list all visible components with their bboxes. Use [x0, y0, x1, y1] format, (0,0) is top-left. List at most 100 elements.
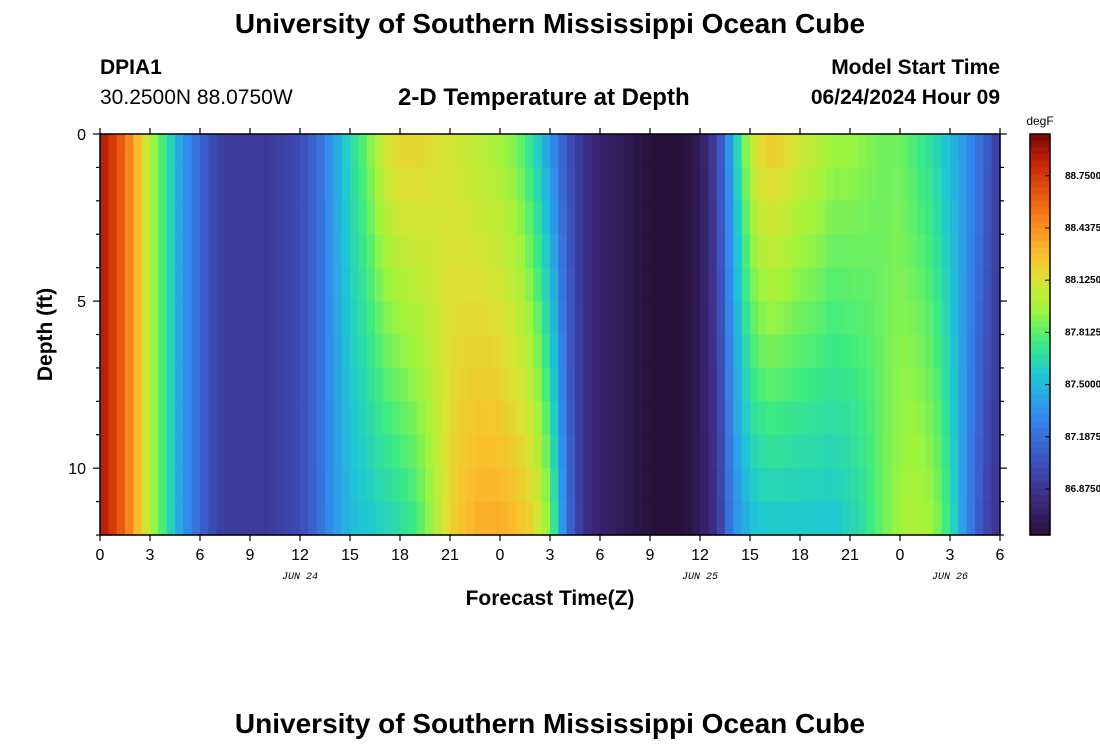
heatmap-cell [866, 367, 876, 402]
heatmap-cell [175, 234, 184, 269]
heatmap-cell [233, 334, 243, 369]
heatmap-cell [100, 501, 109, 536]
heatmap-cell [225, 200, 234, 235]
heatmap-cell [341, 401, 351, 436]
heatmap-cell [633, 267, 643, 302]
heatmap-cell [925, 501, 934, 536]
heatmap-cell [425, 267, 434, 302]
heatmap-cell [408, 200, 418, 235]
colorbar-unit: degF [1026, 114, 1053, 128]
colorbar-segment [1030, 434, 1050, 443]
heatmap-cell [616, 334, 626, 369]
heatmap-cell [383, 367, 393, 402]
heatmap-cell [241, 301, 251, 336]
heatmap-cell [550, 434, 559, 469]
heatmap-cell [158, 468, 168, 503]
heatmap-cell [425, 367, 434, 402]
heatmap-cell [750, 134, 759, 169]
heatmap-cell [133, 401, 143, 436]
heatmap-cell [833, 200, 843, 235]
heatmap-cell [858, 267, 868, 302]
heatmap-cell [883, 301, 893, 336]
heatmap-cell [916, 401, 926, 436]
heatmap-cell [108, 468, 118, 503]
x-tick-label: 9 [246, 547, 255, 564]
heatmap-cell [391, 267, 401, 302]
heatmap-cell [508, 234, 518, 269]
heatmap-cell [708, 200, 718, 235]
heatmap-cell [766, 134, 776, 169]
heatmap-cell [641, 200, 651, 235]
heatmap-cell [825, 200, 834, 235]
colorbar-segment [1030, 521, 1050, 529]
heatmap-cell [766, 301, 776, 336]
heatmap-cell [708, 134, 718, 169]
heatmap-cell [466, 334, 476, 369]
heatmap-cell [941, 267, 951, 302]
heatmap-cell [466, 301, 476, 336]
heatmap-cell [466, 234, 476, 269]
heatmap-cell [758, 401, 768, 436]
heatmap-cell [141, 401, 151, 436]
heatmap-cell [525, 134, 534, 169]
heatmap-cell [516, 401, 526, 436]
heatmap-cell [141, 234, 151, 269]
heatmap-cell [258, 134, 268, 169]
heatmap-cell [366, 167, 376, 202]
heatmap-cell [508, 401, 518, 436]
heatmap-cell [241, 200, 251, 235]
heatmap-cell [483, 267, 493, 302]
heatmap-cell [525, 501, 534, 536]
heatmap-cell [500, 468, 509, 503]
heatmap-cell [816, 134, 826, 169]
heatmap-cell [675, 134, 684, 169]
heatmap-cell [475, 200, 484, 235]
heatmap-cell [533, 367, 543, 402]
heatmap-cell [816, 267, 826, 302]
heatmap-cell [600, 434, 609, 469]
footer-title: University of Southern Mississippi Ocean… [234, 708, 866, 739]
heatmap-cell [550, 367, 559, 402]
heatmap-cell [650, 367, 659, 402]
heatmap-cell [908, 301, 918, 336]
heatmap-cell [566, 468, 576, 503]
heatmap-cell [450, 501, 459, 536]
heatmap-cell [975, 267, 984, 302]
heatmap-cell [516, 200, 526, 235]
heatmap-cell [258, 167, 268, 202]
heatmap-cell [808, 434, 818, 469]
heatmap-cell [300, 434, 309, 469]
heatmap-cell [433, 167, 443, 202]
heatmap-cell [766, 267, 776, 302]
heatmap-cell [508, 434, 518, 469]
station-coordinates: 30.2500N 88.0750W [100, 86, 293, 109]
heatmap-cell [325, 367, 334, 402]
heatmap-cell [483, 134, 493, 169]
heatmap-cell [958, 334, 968, 369]
heatmap-cell [383, 334, 393, 369]
heatmap-cell [550, 234, 559, 269]
heatmap-cell [166, 434, 176, 469]
heatmap-cell [150, 468, 159, 503]
heatmap-cell [925, 200, 934, 235]
heatmap-cell [900, 267, 909, 302]
heatmap-cell [716, 301, 726, 336]
heatmap-cell [241, 501, 251, 536]
heatmap-cell [991, 134, 1001, 169]
heatmap-cell [100, 434, 109, 469]
heatmap-cell [966, 301, 976, 336]
heatmap-cell [250, 167, 259, 202]
heatmap-cell [716, 501, 726, 536]
heatmap-cell [491, 501, 501, 536]
heatmap-cell [400, 167, 409, 202]
heatmap-cell [783, 234, 793, 269]
heatmap-cell [108, 200, 118, 235]
heatmap-cell [166, 301, 176, 336]
heatmap-cell [616, 301, 626, 336]
heatmap-cell [933, 200, 943, 235]
heatmap-cell [800, 301, 809, 336]
heatmap-cell [141, 200, 151, 235]
colorbar-segment [1030, 327, 1050, 336]
heatmap-cell [891, 501, 901, 536]
heatmap-cell [208, 301, 218, 336]
